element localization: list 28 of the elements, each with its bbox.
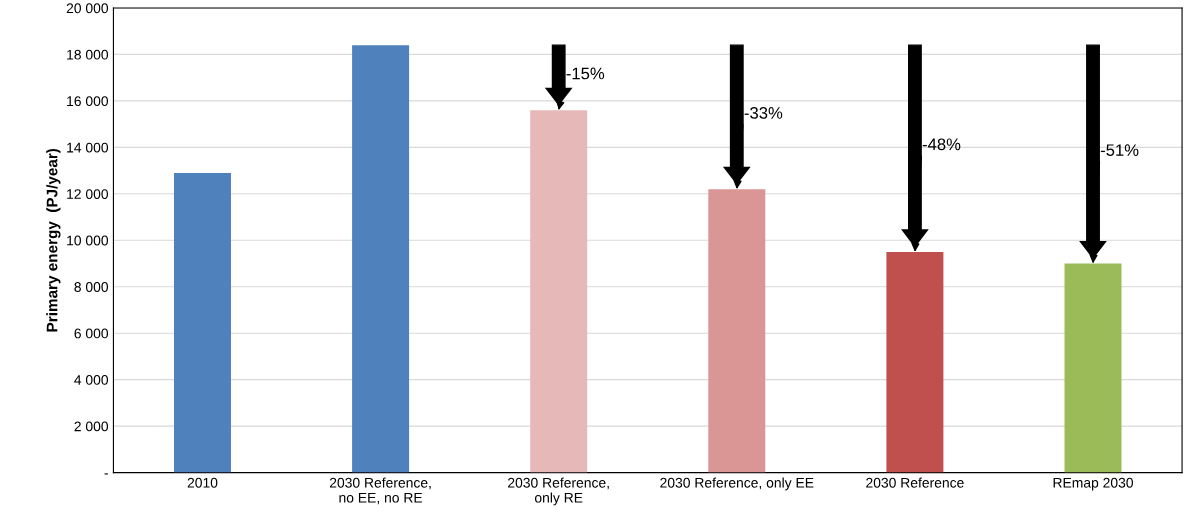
y-tick-label: 10 000 (67, 235, 109, 246)
annotation: -48% (922, 138, 961, 151)
y-tick-label: 18 000 (67, 49, 109, 60)
y-tick-label: 16 000 (67, 96, 109, 107)
annotation: -15% (566, 67, 605, 80)
y-tick-label: 20 000 (66, 3, 109, 14)
y-tick-label: 2 000 (74, 421, 109, 432)
bar (886, 251, 944, 473)
x-tick-label: 2030 Reference, only EE (660, 477, 814, 491)
x-tick-label: 2030 Reference (866, 477, 964, 488)
y-tick-label: 8 000 (74, 282, 109, 292)
bar (173, 172, 231, 473)
x-tick-label: REmap 2030 (1053, 477, 1133, 491)
y-tick-label: 12 000 (67, 189, 109, 199)
y-axis-title: Primary energy (PJ/year) (46, 148, 61, 332)
y-tick-label: - (104, 473, 108, 475)
x-tick-label: 2030 Reference, only RE (508, 477, 609, 506)
bar (352, 45, 410, 473)
x-tick-label: 2030 Reference, no EE, no RE (329, 477, 431, 505)
x-tick-label: 2010 (187, 477, 218, 488)
annotation: -33% (744, 107, 783, 119)
annotation: -51% (1100, 144, 1139, 157)
bar (708, 189, 766, 473)
y-tick-label: 14 000 (67, 142, 109, 153)
y-tick-label: 6 000 (74, 328, 109, 339)
bar (1064, 263, 1122, 473)
y-tick-label: 4 000 (74, 375, 109, 385)
bar (530, 110, 588, 473)
